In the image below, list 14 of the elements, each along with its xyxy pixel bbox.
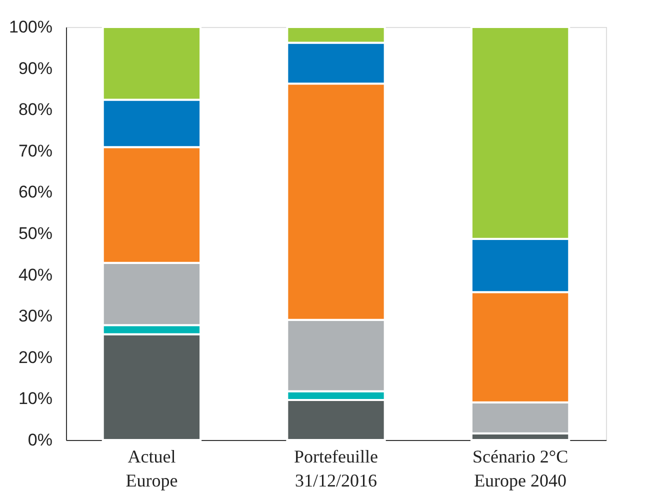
y-tick-label: 50% — [18, 224, 52, 243]
y-tick-label: 60% — [18, 182, 52, 202]
y-tick-label: 20% — [18, 348, 52, 367]
x-tick-label: Portefeuille 31/12/2016 — [294, 446, 378, 490]
y-tick-label: 80% — [18, 100, 52, 120]
y-tick-label: 10% — [18, 389, 52, 408]
y-tick-label: 100% — [9, 18, 52, 36]
y-tick-label: 40% — [18, 265, 52, 284]
y-tick-label: 70% — [18, 141, 52, 160]
x-tick-label: Scénario 2°C Europe 2040 — [472, 446, 568, 490]
y-tick-label: 0% — [28, 430, 52, 450]
y-tick-label: 90% — [18, 58, 52, 78]
y-tick-label: 30% — [18, 306, 52, 326]
x-tick-label: Actuel Europe — [126, 446, 178, 490]
